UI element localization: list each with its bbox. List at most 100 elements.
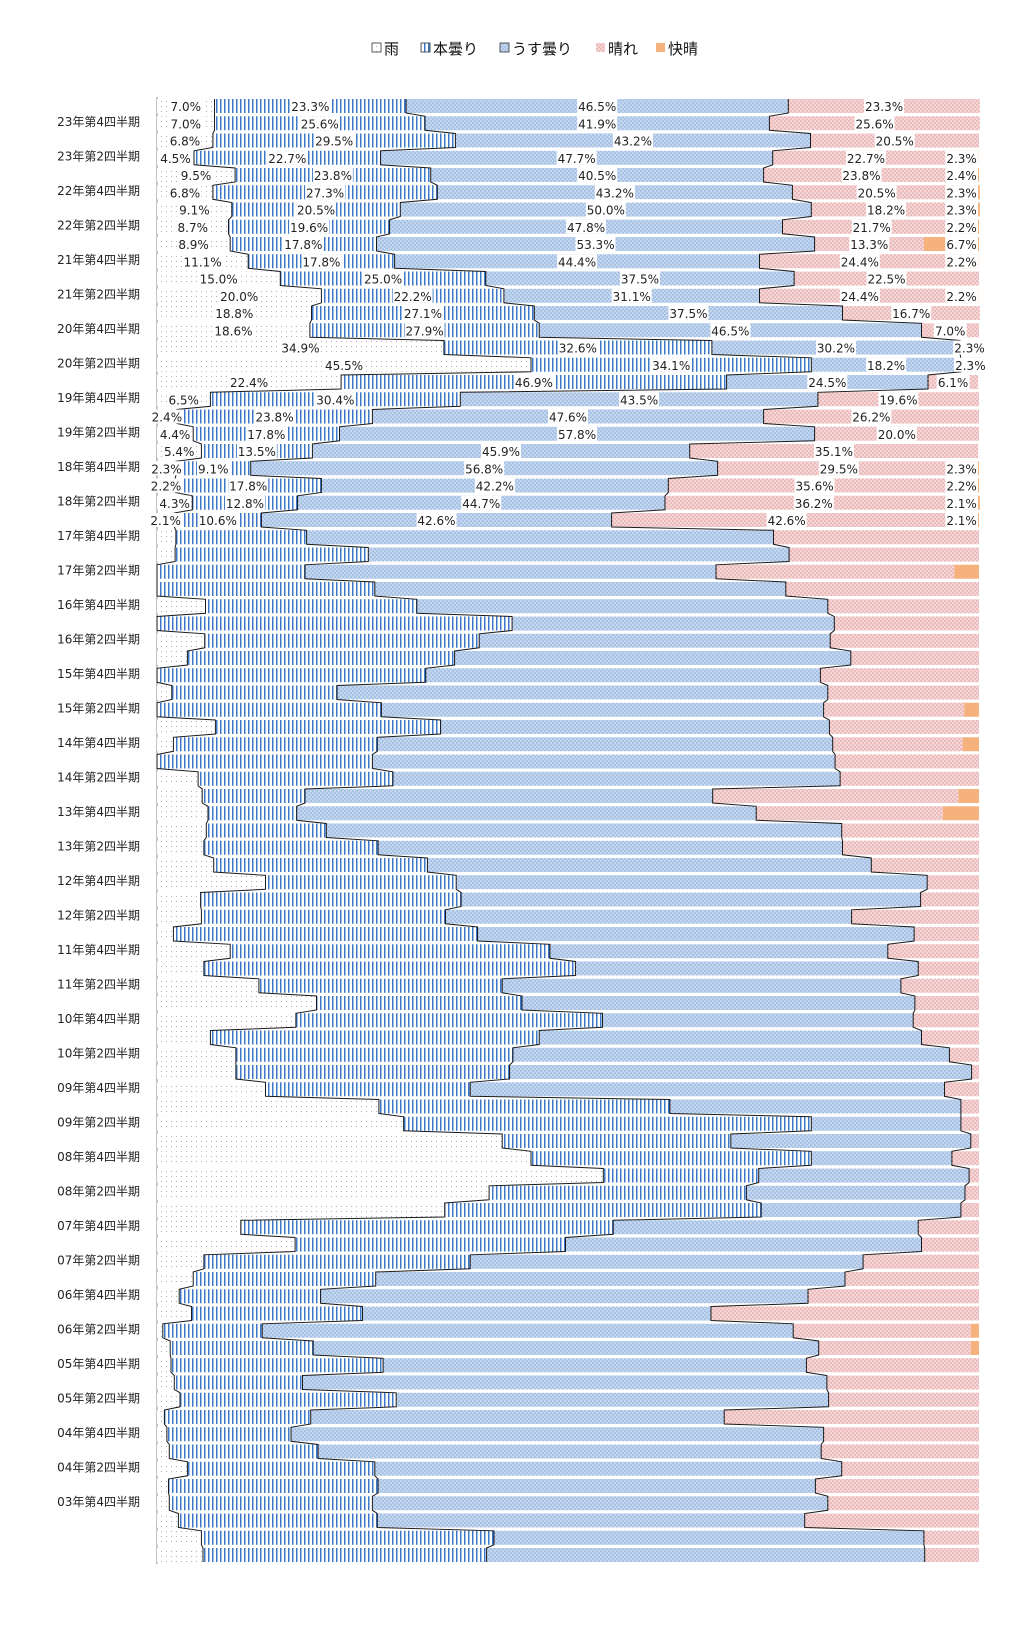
y-tick-label: 12年第4四半期 [57, 874, 140, 888]
bar-segment [756, 806, 943, 821]
data-label: 22.2% [394, 290, 432, 304]
legend-swatch [371, 42, 382, 53]
data-label-bg [158, 495, 192, 510]
y-tick-label: 08年第2四半期 [57, 1185, 140, 1199]
bar-segment [711, 1306, 979, 1321]
boundary-line [156, 99, 604, 1562]
data-label-bg [149, 478, 183, 493]
bar-segment [157, 1116, 404, 1131]
data-label: 18.2% [867, 359, 905, 373]
data-label-bg [577, 168, 618, 182]
data-label-bg [611, 288, 652, 303]
data-label-bg [557, 426, 598, 441]
bar-segment [575, 961, 919, 976]
bar-segment [960, 1203, 979, 1217]
bar-segment [887, 944, 979, 959]
bar-segment [157, 1151, 532, 1166]
data-label-bg [807, 375, 848, 389]
bar-segment [157, 1461, 188, 1476]
data-label: 17.8% [302, 255, 340, 269]
bar-segment [821, 1444, 979, 1459]
bar-segment [842, 840, 979, 855]
y-tick-label: 15年第2四半期 [57, 702, 140, 716]
data-label-bg [945, 168, 978, 182]
bar-segment [827, 685, 979, 700]
bar-segment [157, 737, 174, 752]
data-label: 50.0% [587, 204, 625, 218]
y-tick-label: 17年第4四半期 [57, 529, 140, 543]
bar-segment [970, 1341, 979, 1355]
bar-segment [201, 909, 446, 924]
bar-segment [179, 1289, 321, 1304]
bar-segment [157, 1341, 171, 1355]
data-label-bg [953, 357, 987, 372]
y-tick-label: 05年第4四半期 [57, 1357, 140, 1371]
data-label: 13.3% [850, 238, 888, 252]
bar-segment [918, 1220, 979, 1235]
data-label-bg [845, 150, 886, 165]
bar-segment [549, 944, 888, 959]
bar-segment [296, 806, 757, 821]
bar-segment [427, 858, 872, 872]
data-label: 9.1% [179, 204, 210, 218]
bar-segment [157, 944, 231, 959]
bar-segment [921, 1030, 979, 1045]
data-label-bg [818, 461, 859, 476]
y-tick-label: 05年第2四半期 [57, 1392, 140, 1406]
data-label-bg [933, 323, 967, 338]
data-label-bg [876, 426, 917, 441]
bar-segment [168, 1479, 379, 1493]
data-label-bg [314, 133, 355, 148]
data-label: 23.3% [865, 100, 903, 114]
bar-segment [392, 771, 841, 786]
bar-segment [918, 961, 979, 976]
data-label: 2.2% [946, 480, 977, 494]
data-label-bg [566, 219, 607, 234]
data-label-bg [464, 461, 505, 476]
data-label-bg [404, 323, 445, 338]
data-label: 37.5% [621, 273, 659, 287]
bar-segment [313, 1341, 819, 1355]
bar-segment [157, 1358, 171, 1373]
data-label-bg [246, 426, 287, 441]
data-label: 46.5% [711, 324, 749, 338]
bar-segment [445, 909, 852, 924]
data-label-bg [169, 116, 203, 131]
data-label: 35.6% [796, 480, 834, 494]
bar-segment [235, 1047, 513, 1062]
data-label-bg [283, 237, 324, 251]
bar-segment [793, 1323, 971, 1338]
data-label: 30.2% [817, 342, 855, 356]
data-label: 18.6% [214, 324, 252, 338]
bar-segment [157, 1185, 490, 1200]
data-label: 22.5% [867, 273, 905, 287]
legend-swatch [420, 42, 431, 53]
bar-segment [157, 1392, 181, 1407]
data-label: 23.8% [842, 169, 880, 183]
data-label-bg [513, 375, 554, 389]
bar-segment [396, 1392, 829, 1407]
data-label-bg [851, 409, 892, 424]
y-tick-label: 13年第2四半期 [57, 840, 140, 854]
data-label-bg [945, 254, 978, 269]
bar-segment [306, 530, 774, 545]
bar-segment [157, 1254, 204, 1269]
y-tick-label: 10年第2四半期 [57, 1047, 140, 1061]
data-label-bg [168, 185, 202, 200]
bars [157, 99, 980, 1562]
data-label: 13.5% [238, 445, 276, 459]
y-tick-label: 10年第4四半期 [57, 1012, 140, 1026]
bar-segment [818, 1341, 971, 1355]
bar-segment [913, 1013, 979, 1028]
data-label: 29.5% [820, 462, 858, 476]
data-label: 27.3% [306, 186, 344, 200]
bar-segment [758, 1168, 970, 1183]
data-label-bg [668, 306, 709, 320]
data-label: 24.4% [841, 255, 879, 269]
bar-segment [157, 978, 259, 993]
data-label: 2.3% [946, 204, 977, 218]
data-label-bg [619, 271, 660, 286]
bar-segment [157, 1496, 170, 1511]
data-label-bg [936, 375, 970, 389]
bar-segment [806, 1358, 979, 1373]
